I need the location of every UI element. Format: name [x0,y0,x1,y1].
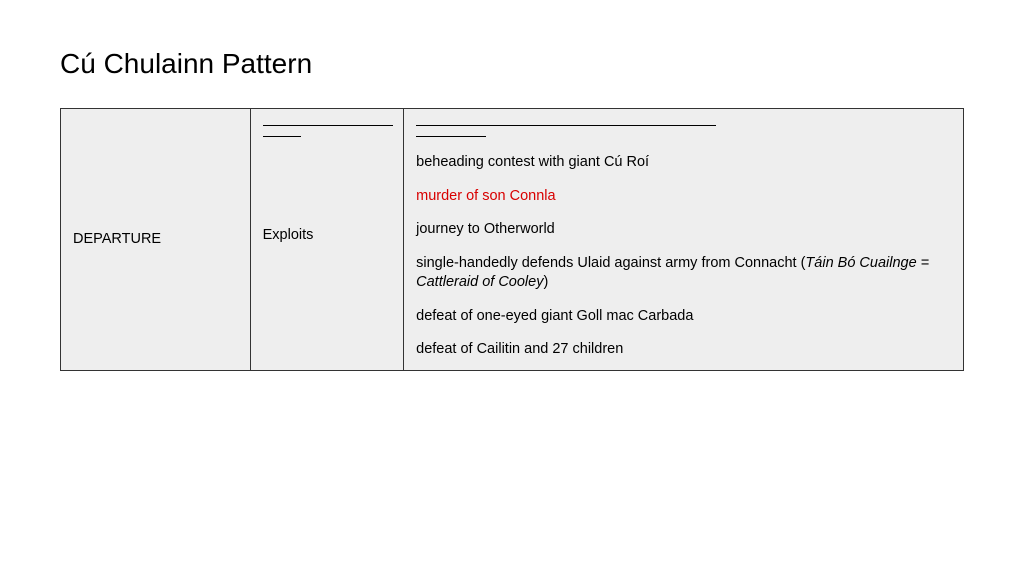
exploit-entry: defeat of Cailitin and 27 children [416,340,951,360]
blank-line-icon [263,136,301,137]
cell-departure: DEPARTURE [61,109,251,371]
cell-exploits: Exploits [250,109,404,371]
exploit-entry: defeat of one-eyed giant Goll mac Carbad… [416,307,951,327]
blank-line-icon [416,136,486,137]
blank-line-icon [263,125,393,126]
exploit-entry: journey to Otherworld [416,220,951,240]
exploit-entry-highlight: murder of son Connla [416,187,951,207]
exploit-text: ) [543,274,548,290]
page-title: Cú Chulainn Pattern [60,48,964,80]
exploit-entry: single-handedly defends Ulaid against ar… [416,254,951,293]
exploit-entry: beheading contest with giant Cú Roí [416,153,951,173]
exploit-text: single-handedly defends Ulaid against ar… [416,255,805,271]
departure-label: DEPARTURE [73,231,161,247]
cell-details: beheading contest with giant Cú Roí murd… [404,109,964,371]
table-row: DEPARTURE Exploits beheading contest wit… [61,109,964,371]
slide: Cú Chulainn Pattern DEPARTURE Exploits b… [0,0,1024,576]
blank-line-icon [416,125,716,126]
pattern-table: DEPARTURE Exploits beheading contest wit… [60,108,964,371]
exploits-label: Exploits [263,227,392,243]
